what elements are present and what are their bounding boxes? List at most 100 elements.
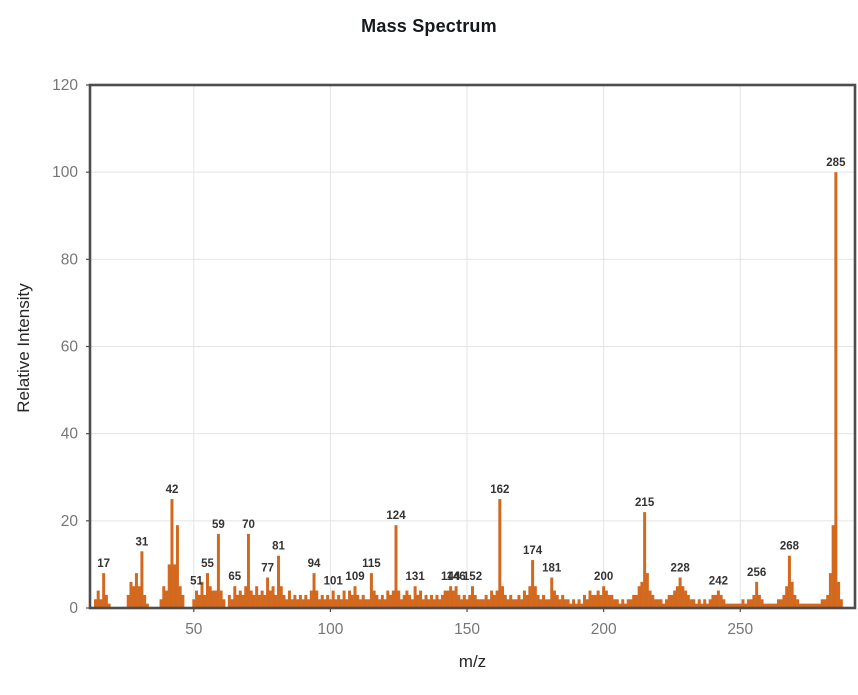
spectrum-bar [703, 599, 707, 608]
spectrum-bar [416, 594, 420, 608]
spectrum-bar [796, 599, 800, 608]
spectrum-bar [681, 586, 685, 608]
peak-label: 256 [747, 567, 766, 579]
spectrum-bar [752, 594, 756, 608]
spectrum-bar [580, 603, 584, 608]
spectrum-bar [192, 599, 196, 608]
spectrum-bar [826, 594, 830, 608]
spectrum-bar [834, 172, 838, 608]
spectrum-bar [93, 599, 97, 608]
spectrum-bar [656, 599, 660, 608]
spectrum-bar [536, 594, 540, 608]
spectrum-bar [629, 599, 633, 608]
spectrum-bar [517, 594, 521, 608]
spectrum-bar [738, 603, 742, 608]
spectrum-bar [266, 577, 270, 608]
spectrum-bar [293, 594, 297, 608]
spectrum-bar [563, 599, 567, 608]
spectrum-bar [555, 594, 559, 608]
spectrum-bar [337, 594, 341, 608]
spectrum-bar [309, 590, 313, 608]
spectrum-bar [522, 590, 526, 608]
spectrum-bar [380, 594, 384, 608]
spectrum-bar [716, 590, 720, 608]
spectrum-bar [260, 590, 264, 608]
spectrum-bar [145, 603, 149, 608]
spectrum-bar [757, 594, 761, 608]
spectrum-bar [378, 599, 382, 608]
spectrum-bar [454, 586, 458, 608]
spectrum-bar [651, 594, 655, 608]
spectrum-bar [170, 499, 174, 608]
spectrum-bar [296, 599, 300, 608]
peak-label: 174 [523, 545, 543, 557]
spectrum-bar [394, 525, 398, 608]
spectrum-bar [741, 599, 745, 608]
spectrum-bar [749, 599, 753, 608]
spectrum-bar [348, 590, 352, 608]
spectrum-bar [793, 594, 797, 608]
spectrum-bar [328, 599, 332, 608]
spectrum-bar [719, 594, 723, 608]
spectrum-bar [279, 586, 283, 608]
spectrum-bar [820, 599, 824, 608]
spectrum-bar [312, 573, 316, 608]
spectrum-bar [430, 594, 434, 608]
spectrum-bar [268, 590, 272, 608]
peak-label: 144 [441, 571, 461, 583]
spectrum-bar [350, 594, 354, 608]
spectrum-bar [558, 599, 562, 608]
peak-label: 59 [212, 519, 225, 531]
spectrum-bar [244, 586, 248, 608]
spectrum-bar [771, 603, 775, 608]
spectrum-bar [460, 599, 464, 608]
y-tick-label: 100 [52, 164, 78, 181]
spectrum-bar [664, 599, 668, 608]
spectrum-bar [175, 525, 179, 608]
spectrum-bar [746, 599, 750, 608]
spectrum-bar [421, 599, 425, 608]
spectrum-bar [725, 603, 729, 608]
spectrum-bar [208, 586, 212, 608]
spectrum-bar [645, 573, 649, 608]
spectrum-bar [585, 599, 589, 608]
spectrum-bar [678, 577, 682, 608]
spectrum-bar [774, 603, 778, 608]
spectrum-bar [577, 599, 581, 608]
spectrum-bar [367, 599, 371, 608]
peak-label: 162 [490, 484, 509, 496]
chart-title: Mass Spectrum [361, 16, 497, 36]
spectrum-bar [304, 594, 308, 608]
spectrum-bar [246, 533, 250, 608]
spectrum-bar [432, 599, 436, 608]
spectrum-bar [241, 594, 245, 608]
peak-label: 268 [780, 541, 800, 553]
spectrum-bar [812, 603, 816, 608]
spectrum-bar [823, 599, 827, 608]
spectrum-bar [766, 603, 770, 608]
spectrum-bar [569, 603, 573, 608]
spectrum-bar [222, 599, 226, 608]
spectrum-bar [285, 599, 289, 608]
spectrum-bar [520, 599, 524, 608]
spectrum-bar [572, 599, 576, 608]
spectrum-bar [397, 590, 401, 608]
spectrum-bar [290, 599, 294, 608]
spectrum-bar [233, 586, 237, 608]
spectrum-bar [798, 603, 802, 608]
spectrum-bar [181, 594, 185, 608]
peak-label: 200 [594, 571, 613, 583]
spectrum-bar [443, 590, 447, 608]
spectrum-bar [779, 599, 783, 608]
spectrum-bar [711, 594, 715, 608]
spectrum-bar [673, 590, 677, 608]
spectrum-bar [413, 586, 417, 608]
spectrum-bar [501, 586, 505, 608]
spectrum-bar [216, 533, 220, 608]
spectrum-bar [760, 599, 764, 608]
spectrum-bar [544, 599, 548, 608]
spectrum-bar [140, 551, 144, 608]
spectrum-bar [277, 555, 281, 608]
spectrum-bar [574, 603, 578, 608]
